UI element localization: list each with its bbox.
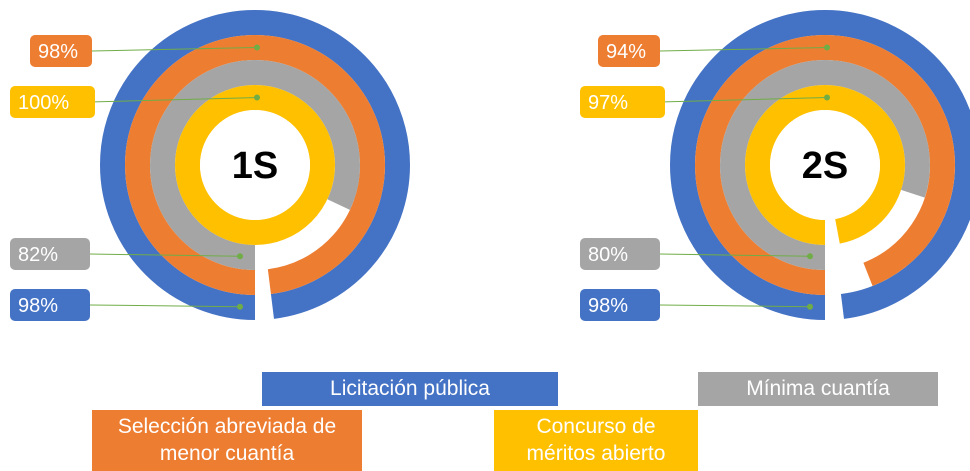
leader-dot	[254, 94, 260, 101]
label-box	[580, 238, 660, 270]
leader-line	[89, 253, 241, 257]
legend-item: Mínima cuantía	[698, 372, 938, 406]
value-label: 97%	[588, 92, 628, 114]
center	[200, 110, 310, 220]
value-label: 100%	[18, 92, 69, 114]
ring-bar	[670, 10, 970, 320]
leader-dot	[824, 94, 830, 101]
value-label: 98%	[38, 41, 78, 63]
center	[770, 110, 880, 220]
label-box	[580, 289, 660, 321]
label-box	[30, 35, 92, 67]
chart-title: 1S	[232, 145, 278, 187]
leader-dot	[237, 253, 243, 260]
leader-dot	[807, 253, 813, 260]
ring-bar	[100, 10, 410, 320]
legend-item: Licitación pública	[262, 372, 558, 406]
legend-item: Concurso de méritos abierto	[494, 410, 698, 471]
ring-bar	[150, 60, 360, 270]
leader-dot	[824, 44, 830, 51]
leader-line	[659, 97, 828, 103]
leader-line	[659, 47, 828, 52]
label-box	[10, 238, 90, 270]
leader-line	[659, 253, 811, 257]
label-box	[580, 86, 665, 118]
leader-line	[659, 304, 811, 308]
leader-dot	[237, 303, 243, 310]
leader-dot	[254, 44, 260, 51]
leader-line	[91, 47, 258, 52]
value-label: 94%	[606, 41, 646, 63]
leader-dot	[807, 303, 813, 310]
label-box	[10, 289, 90, 321]
legend-item: Selección abreviada de menor cuantía	[92, 410, 362, 471]
label-box	[10, 86, 95, 118]
leader-line	[89, 97, 258, 103]
value-label: 98%	[18, 295, 58, 317]
ring-bar	[720, 60, 930, 270]
label-box	[598, 35, 660, 67]
value-label: 82%	[18, 244, 58, 266]
leader-line	[89, 304, 241, 308]
chart-title: 2S	[802, 145, 848, 187]
value-label: 80%	[588, 244, 628, 266]
value-label: 98%	[588, 295, 628, 317]
